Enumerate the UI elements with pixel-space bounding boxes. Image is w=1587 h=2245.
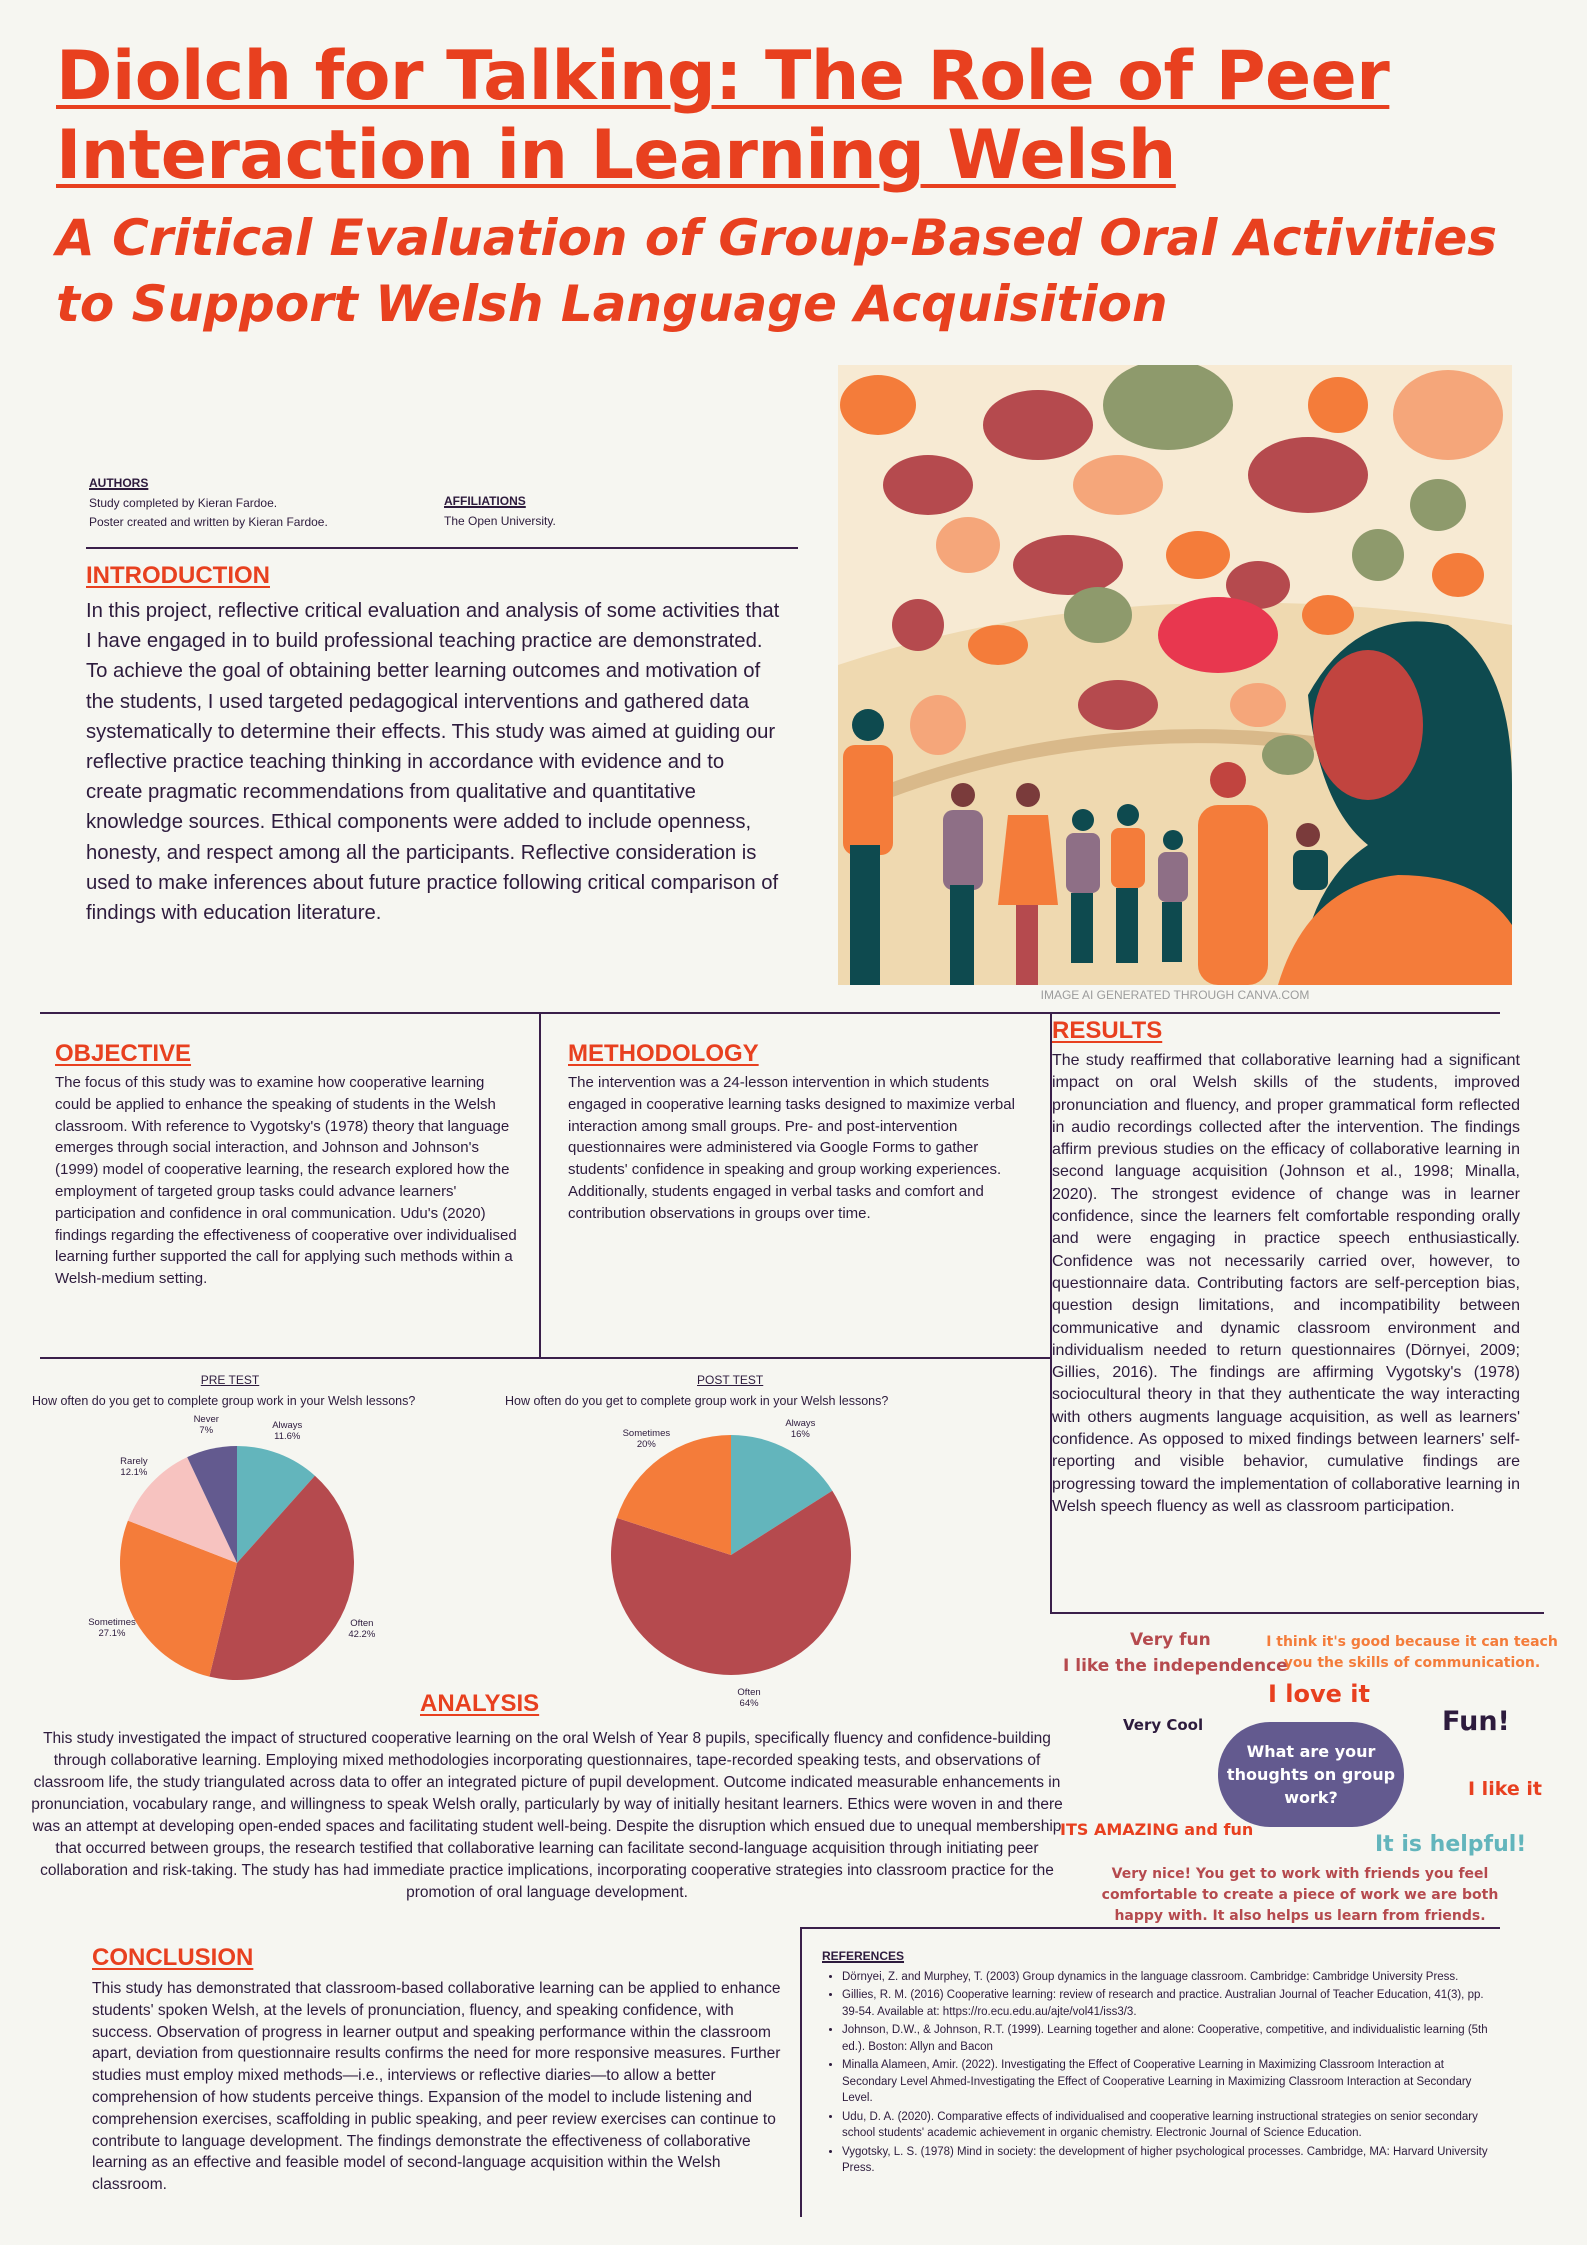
pie-label: Often 42.2% (348, 1618, 375, 1640)
post-test-chart: POST TEST How often do you get to comple… (505, 1373, 935, 1408)
introduction-heading: INTRODUCTION (86, 562, 270, 589)
feedback-quote: I love it (1268, 1680, 1370, 1708)
pie-label-value: 11.6% (274, 1431, 301, 1443)
chart-question: How often do you get to complete group w… (505, 1394, 889, 1408)
pie-label: Sometimes 20% (623, 1428, 671, 1450)
divider (1050, 1612, 1544, 1614)
methodology-body: The intervention was a 24-lesson interve… (568, 1074, 1015, 1222)
pie-slice-rarely (127, 1457, 237, 1563)
conclusion-body: This study has demonstrated that classro… (92, 1980, 781, 2194)
chart-title: POST TEST (697, 1373, 764, 1387)
objective-body: The focus of this study was to examine h… (55, 1074, 517, 1288)
poster-subtitle: A Critical Evaluation of Group-Based Ora… (56, 209, 1498, 333)
pie-label: Always 16% (785, 1418, 815, 1440)
pie-label: Often 64% (737, 1687, 760, 1709)
pie-slice-always (731, 1435, 833, 1555)
pie-label-value: 12.1% (120, 1466, 148, 1478)
pie-label-value: 64% (739, 1697, 759, 1709)
pie-svg (120, 1446, 354, 1680)
feedback-quote: I like the independence (1063, 1656, 1288, 1676)
affiliations-heading: AFFILIATIONS (444, 494, 526, 508)
post-test-pie: Always 16% Often 64% Sometimes 20% (581, 1405, 881, 1709)
references: REFERENCES Dörnyei, Z. and Murphey, T. (… (822, 1948, 1502, 2179)
pie-label: Never 7% (194, 1414, 219, 1436)
objective-heading: OBJECTIVE (55, 1040, 192, 1067)
pie-label-value: 20% (636, 1438, 656, 1450)
feedback-quote: ITS AMAZING and fun (1060, 1820, 1254, 1839)
pie-slice-sometimes (120, 1520, 237, 1677)
pie-label-category: Often (737, 1686, 761, 1698)
pie-slice-never (187, 1446, 237, 1563)
pie-label: Always 11.6% (272, 1420, 302, 1442)
illustration-image (838, 360, 1512, 985)
pie-label-value: 27.1% (98, 1628, 126, 1640)
reference-item: Minalla Alameen, Amir. (2022). Investiga… (842, 2057, 1502, 2107)
divider (800, 1927, 1500, 1929)
reference-item: Gillies, R. M. (2016) Cooperative learni… (842, 1987, 1502, 2020)
references-list: Dörnyei, Z. and Murphey, T. (2003) Group… (822, 1969, 1502, 2177)
analysis-heading: ANALYSIS (420, 1690, 540, 1717)
feedback-quote: I like it (1468, 1778, 1542, 1800)
pie-slice-always (237, 1446, 315, 1563)
pie-label-category: Often (350, 1617, 374, 1629)
pie-svg (611, 1435, 851, 1675)
feedback-quote: Very fun (1130, 1630, 1211, 1650)
authors-block: AUTHORS Study completed by Kieran Fardoe… (89, 476, 328, 532)
divider (800, 1927, 802, 2217)
conclusion-heading: CONCLUSION (92, 1944, 254, 1971)
authors-line: Study completed by Kieran Fardoe. (89, 496, 278, 510)
introduction-body: In this project, reflective critical eva… (86, 600, 780, 925)
speech-bubbles-illustration (838, 360, 1512, 985)
authors-line: Poster created and written by Kieran Far… (89, 515, 328, 529)
people-icons (843, 621, 1512, 985)
affiliations-block: AFFILIATIONS The Open University. (444, 494, 556, 531)
pie-slice-often (209, 1475, 354, 1680)
feedback-quote: It is helpful! (1375, 1832, 1527, 1857)
reference-item: Vygotsky, L. S. (1978) Mind in society: … (842, 2144, 1502, 2177)
divider (539, 1012, 541, 1358)
authors-heading: AUTHORS (89, 476, 149, 490)
divider (40, 1012, 1500, 1014)
pie-slice-often (611, 1490, 851, 1675)
chart-title: PRE TEST (200, 1373, 260, 1387)
poster-title: Diolch for Talking: The Role of Peer Int… (56, 37, 1390, 195)
speech-bubble-icons (840, 360, 1503, 775)
divider (86, 547, 798, 549)
pie-label-value: 16% (790, 1428, 810, 1440)
pie-slice-sometimes (616, 1435, 731, 1555)
reference-item: Udu, D. A. (2020). Comparative effects o… (842, 2109, 1502, 2142)
feedback-quote: I think it's good because it can teach y… (1266, 1634, 1558, 1671)
pie-label-category: Never (193, 1414, 219, 1426)
pie-label-value: 42.2% (348, 1628, 376, 1640)
pre-test-chart: PRE TEST How often do you get to complet… (20, 1373, 440, 1408)
pie-label-category: Always (785, 1417, 816, 1429)
image-caption: IMAGE AI GENERATED THROUGH CANVA.COM (1040, 988, 1310, 1002)
results-body: The study reaffirmed that collaborative … (1052, 1052, 1520, 1515)
pie-label: Rarely 12.1% (120, 1456, 147, 1478)
pie-label-category: Sometimes (622, 1427, 671, 1439)
results-heading: RESULTS (1052, 1017, 1163, 1044)
pie-label-category: Always (272, 1420, 303, 1432)
references-heading: REFERENCES (822, 1949, 905, 1963)
reference-item: Johnson, D.W., & Johnson, R.T. (1999). L… (842, 2022, 1502, 2055)
methodology-heading: METHODOLOGY (568, 1040, 759, 1067)
pre-test-pie: Always 11.6% Often 42.2% Sometimes 27.1% Rarel… (87, 1413, 387, 1713)
divider (40, 1357, 1050, 1359)
feedback-question: What are your thoughts on group work? (1226, 1742, 1396, 1807)
affiliations-text: The Open University. (444, 514, 556, 528)
chart-question: How often do you get to complete group w… (32, 1394, 416, 1408)
pie-label: Sometimes 27.1% (88, 1617, 136, 1639)
feedback-question-bubble: What are your thoughts on group work? (1218, 1722, 1404, 1827)
pie-label-category: Rarely (120, 1455, 148, 1467)
feedback-quote: Very nice! You get to work with friends … (1101, 1866, 1499, 1924)
analysis-body: This study investigated the impact of st… (31, 1730, 1063, 1901)
reference-item: Dörnyei, Z. and Murphey, T. (2003) Group… (842, 1969, 1502, 1986)
pie-label-category: Sometimes (88, 1617, 136, 1629)
pie-label-value: 7% (199, 1425, 214, 1437)
divider (1050, 1012, 1052, 1612)
feedback-quote: Fun! (1442, 1706, 1510, 1737)
feedback-quote: Very Cool (1123, 1716, 1204, 1734)
